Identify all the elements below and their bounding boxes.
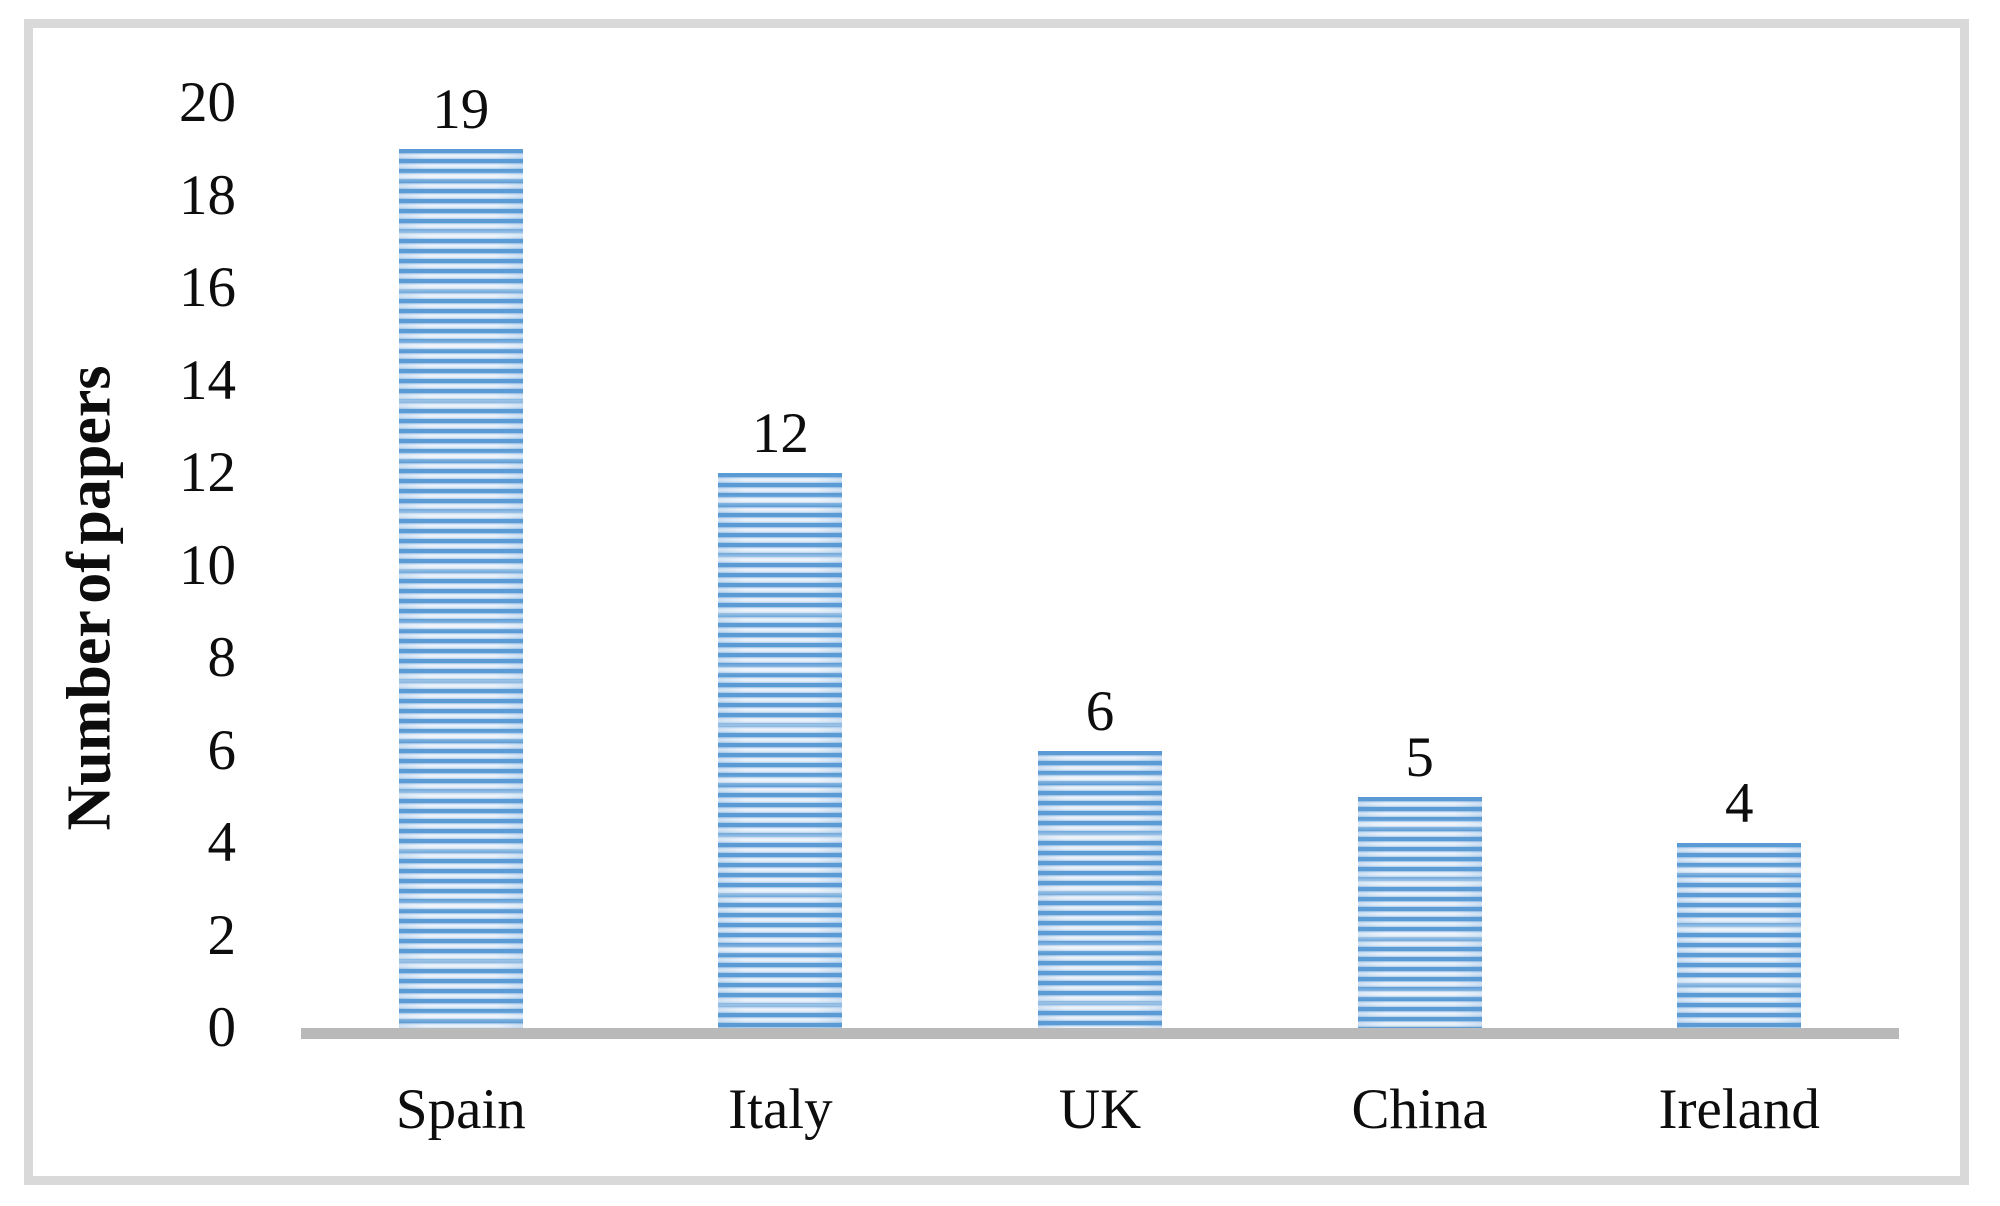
x-category-label: China: [1351, 1078, 1488, 1141]
y-tick-label: 10: [179, 533, 236, 597]
y-tick-label: 0: [207, 996, 237, 1059]
bar-value-label: 4: [1724, 772, 1754, 835]
y-tick-label: 16: [179, 256, 236, 319]
bar-value-label: 5: [1405, 725, 1434, 789]
x-category-label: Italy: [728, 1078, 833, 1141]
y-tick-label: 6: [207, 718, 237, 782]
bar-value-label: 19: [432, 78, 490, 142]
y-tick-label: 2: [207, 903, 237, 967]
y-tick-label: 12: [179, 441, 236, 504]
bar-uk: [1038, 750, 1162, 1028]
bar-ireland: [1677, 843, 1802, 1028]
bar-spain: [398, 149, 523, 1028]
bar-value-label: 12: [751, 402, 809, 465]
x-category-label: UK: [1058, 1078, 1142, 1141]
y-tick-label: 14: [179, 348, 236, 412]
y-tick-label: 20: [179, 71, 236, 134]
bar-italy: [718, 473, 843, 1028]
y-tick-label: 18: [179, 163, 236, 227]
chart-border-frame: Number of papers 0 2 4 6 8 10 12 14 16 18 20 19 12 6…: [24, 19, 1969, 1185]
x-category-label: Spain: [395, 1078, 526, 1141]
bar-value-label: 6: [1085, 679, 1115, 743]
bar-china: [1357, 796, 1482, 1028]
y-tick-label: 4: [207, 811, 237, 874]
y-tick-label: 8: [207, 626, 237, 689]
x-category-label: Ireland: [1658, 1078, 1820, 1141]
x-axis-line: [301, 1028, 1899, 1039]
